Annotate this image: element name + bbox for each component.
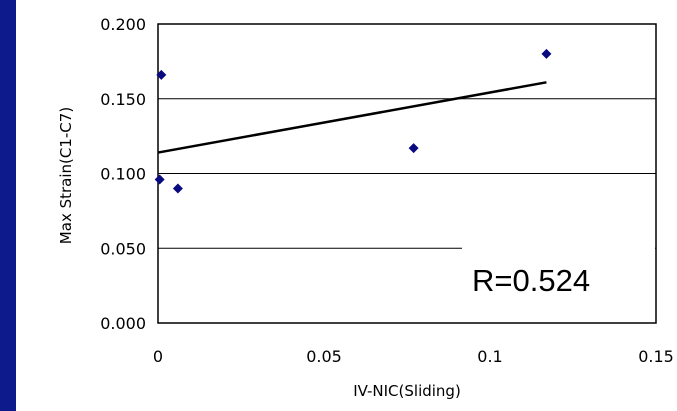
grid-lines xyxy=(158,98,656,249)
plot-area xyxy=(157,23,657,324)
y-tick-label: 0.150 xyxy=(100,90,146,109)
data-points xyxy=(154,48,552,194)
x-tick-label: 0 xyxy=(153,347,163,366)
data-point xyxy=(541,48,552,59)
data-point xyxy=(408,143,419,154)
trend-line xyxy=(157,81,547,154)
y-axis-title: Max Strain(C1-C7) xyxy=(57,107,75,244)
chart-panel: 0.000 0.050 0.100 0.150 0.200 0 0.05 0.1 0.15 R… xyxy=(16,0,677,411)
x-tick-label: 0.1 xyxy=(477,347,502,366)
y-tick-label: 0.000 xyxy=(100,314,146,333)
data-point xyxy=(156,69,167,80)
x-tick-label: 0.05 xyxy=(306,347,342,366)
x-axis-title: IV-NIC(Sliding) xyxy=(353,382,461,400)
data-point xyxy=(154,174,165,185)
annotation-box xyxy=(462,244,655,322)
x-tick-label: 0.15 xyxy=(638,347,674,366)
y-tick-label: 0.050 xyxy=(100,239,146,258)
x-axis-ticks: 0 0.05 0.1 0.15 xyxy=(153,347,674,366)
y-tick-label: 0.100 xyxy=(100,165,146,184)
y-axis-ticks: 0.000 0.050 0.100 0.150 0.200 xyxy=(100,15,146,333)
y-tick-label: 0.200 xyxy=(100,15,146,34)
scatter-chart: 0.000 0.050 0.100 0.150 0.200 0 0.05 0.1 0.15 R… xyxy=(57,15,674,400)
r-value-annotation: R=0.524 xyxy=(472,263,590,298)
data-point xyxy=(172,183,183,194)
